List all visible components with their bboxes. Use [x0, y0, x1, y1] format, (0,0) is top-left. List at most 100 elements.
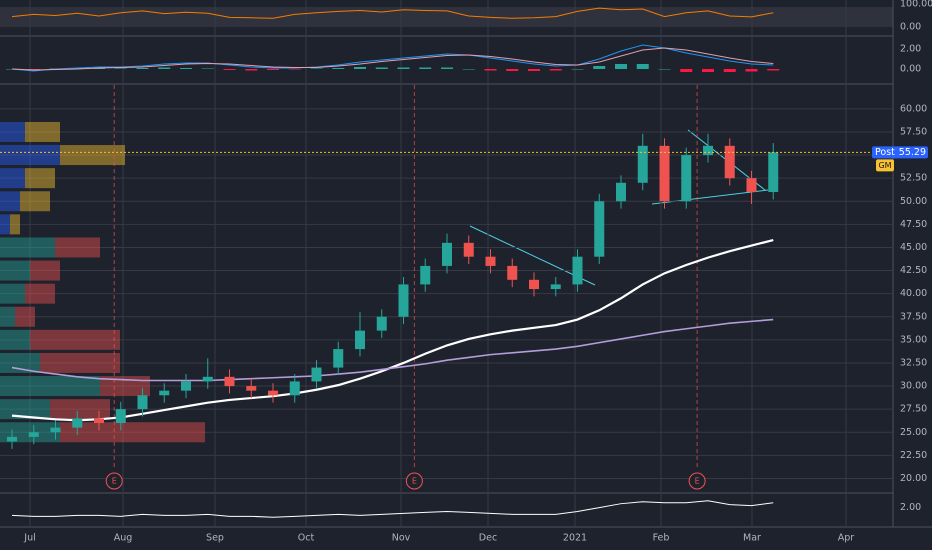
event-marker [105, 472, 123, 490]
histogram-bar [745, 69, 758, 72]
x-tick-label: Jul [23, 533, 35, 544]
event-label: E [695, 477, 700, 486]
y-tick-label: 40.00 [900, 288, 927, 299]
volume-up [0, 168, 25, 189]
histogram-bar [615, 64, 627, 69]
candle-body [202, 376, 213, 382]
candle-body [224, 376, 235, 387]
volume-up [0, 214, 10, 235]
candle-body [507, 265, 518, 280]
x-tick-label: Mar [743, 533, 761, 544]
x-tick-label: Feb [653, 533, 670, 544]
volume-down [10, 214, 20, 235]
y-tick-label: 45.00 [900, 242, 927, 253]
y-tick-label: 57.50 [900, 126, 927, 137]
candle-body [442, 242, 452, 266]
histogram-bar [201, 68, 214, 69]
candle-body [637, 145, 648, 183]
event-marker [688, 472, 706, 490]
candle-body [659, 145, 670, 202]
candle-body [94, 418, 104, 424]
candle-body [616, 182, 626, 202]
candle-body [72, 418, 83, 428]
y-tick-label: 60.00 [900, 103, 927, 114]
volume-up [0, 121, 25, 142]
candle-body [159, 390, 170, 396]
y-tick-label: 27.50 [900, 404, 927, 415]
candle-body [529, 279, 539, 290]
x-tick-label: Aug [114, 533, 133, 544]
candle-body [376, 316, 387, 331]
histogram-bar [462, 69, 475, 70]
rsi-band [0, 7, 893, 27]
histogram-bar [180, 68, 192, 69]
x-tick-label: Sep [206, 533, 224, 544]
volume-up [0, 376, 100, 397]
moving-average [11, 318, 774, 382]
histogram-bar [571, 69, 584, 70]
symbol-tag [876, 159, 894, 172]
candle-body [7, 436, 17, 442]
candle-body [768, 152, 779, 193]
candle-body [246, 386, 257, 391]
y-tick-label: 30.00 [900, 381, 927, 392]
y-tick-label: 0.00 [900, 22, 921, 33]
volume-up [0, 352, 40, 373]
volume-down [15, 306, 35, 327]
candle-body [355, 330, 365, 350]
indicator-line [11, 7, 774, 19]
y-tick-label: 25.00 [900, 427, 927, 438]
x-tick-label: Oct [298, 533, 315, 544]
histogram-bar [332, 68, 345, 69]
volume-up [0, 191, 20, 212]
candle-body [550, 284, 561, 290]
y-tick-label: 50.00 [900, 196, 927, 207]
histogram-bar [549, 69, 562, 71]
candle-body [289, 381, 300, 396]
candle-body [311, 367, 322, 382]
volume-up [0, 283, 25, 304]
histogram-bar [702, 69, 714, 72]
price-tag-label: Post [875, 147, 895, 158]
y-tick-label: 0.00 [900, 64, 921, 75]
y-tick-label: 35.00 [900, 334, 927, 345]
histogram-bar [288, 69, 301, 70]
volume-down [25, 121, 60, 142]
macd-line [11, 47, 774, 71]
volume-down [60, 145, 125, 166]
candle-body [724, 145, 735, 179]
candle-body [463, 242, 474, 257]
histogram-bar [484, 69, 497, 71]
candle-body [420, 265, 431, 285]
volume-down [25, 168, 55, 189]
histogram-bar [419, 67, 432, 69]
x-tick-label: Nov [392, 533, 411, 544]
y-tick-label: 20.00 [900, 473, 927, 484]
y-tick-label: 52.50 [900, 173, 927, 184]
x-tick-label: 2021 [563, 533, 587, 544]
candle-body [681, 155, 692, 202]
y-tick-label: 100.00 [900, 0, 932, 10]
histogram-bar [397, 67, 410, 69]
event-marker [405, 472, 423, 490]
volume-down [20, 191, 50, 212]
x-tick-label: Apr [838, 533, 855, 544]
histogram-bar [441, 67, 453, 69]
candle-body [181, 381, 191, 391]
volume-up [0, 329, 30, 350]
histogram-bar [158, 67, 171, 69]
candle-body [137, 395, 148, 410]
candle-body [572, 256, 583, 285]
candle-body [485, 256, 496, 266]
y-tick-label: 22.50 [900, 450, 927, 461]
candle-body [398, 284, 409, 317]
histogram-bar [593, 66, 606, 69]
candle-body [703, 145, 713, 156]
histogram-bar [767, 69, 780, 71]
x-tick-label: Dec [479, 533, 497, 544]
y-tick-label: 2.00 [900, 44, 921, 55]
volume-down [50, 399, 110, 420]
volume-down [55, 237, 100, 258]
